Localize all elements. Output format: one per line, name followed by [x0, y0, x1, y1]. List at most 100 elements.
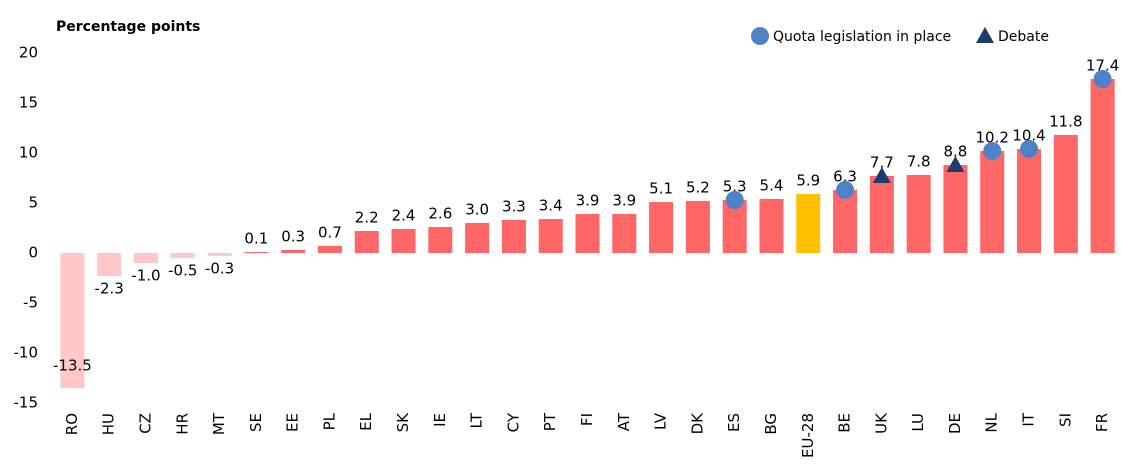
y-axis-title: Percentage points: [56, 19, 200, 35]
x-tick-label: SK: [394, 412, 412, 433]
y-tick-label: -15: [14, 394, 39, 412]
bar: [97, 253, 122, 276]
x-tick-label: PT: [541, 412, 559, 431]
data-label: -0.3: [205, 260, 234, 278]
x-tick-label: LU: [909, 413, 927, 432]
quota-marker: [725, 191, 744, 209]
bar: [391, 229, 416, 253]
y-tick-label: 15: [19, 94, 38, 112]
data-label: 2.6: [428, 205, 452, 223]
data-label: 3.4: [539, 197, 563, 215]
quota-marker: [1093, 70, 1112, 88]
bar: [244, 252, 269, 253]
bar: [354, 231, 379, 253]
bar: [575, 214, 600, 253]
data-label: 0.7: [318, 224, 342, 242]
data-label: 17.4: [1086, 57, 1119, 75]
legend-label: Debate: [998, 29, 1049, 45]
bar: [906, 175, 931, 253]
bar: [943, 165, 968, 253]
bar: [133, 253, 158, 263]
bar: [869, 176, 894, 253]
x-tick-label: NL: [983, 412, 1001, 432]
data-label: 5.9: [796, 172, 820, 190]
x-tick-label: BE: [836, 413, 854, 433]
x-tick-label: LT: [468, 412, 486, 428]
x-tick-label: PL: [320, 412, 338, 430]
bar: [465, 223, 490, 253]
data-label: 0.1: [244, 230, 268, 248]
bar: [833, 190, 858, 253]
data-label: -1.0: [131, 267, 160, 285]
y-tick-label: -10: [14, 344, 39, 362]
legend-label: Quota legislation in place: [773, 29, 951, 45]
data-label: 7.7: [870, 154, 894, 172]
quota-marker: [1020, 140, 1039, 158]
bar: [685, 201, 710, 253]
bar: [1053, 135, 1078, 253]
data-label: 3.9: [576, 192, 600, 210]
data-label: 5.2: [686, 179, 710, 197]
data-label: -13.5: [53, 357, 92, 375]
x-tick-label: EU-28: [799, 413, 817, 458]
x-tick-label: FR: [1093, 413, 1111, 432]
debate-marker: [946, 156, 965, 172]
x-tick-label: IT: [1020, 412, 1038, 426]
x-tick-label: RO: [63, 413, 81, 435]
x-tick-label: EL: [357, 412, 375, 430]
bar: [980, 151, 1005, 253]
bar: [317, 246, 342, 253]
x-tick-label: IE: [431, 413, 449, 427]
quota-marker: [836, 181, 855, 199]
data-label: 5.3: [723, 178, 747, 196]
x-tick-label: HU: [100, 413, 118, 435]
bar: [428, 227, 453, 253]
data-label: 10.2: [976, 129, 1009, 147]
x-tick-label: CY: [504, 412, 522, 432]
x-tick-label: UK: [872, 412, 890, 434]
bar: [207, 253, 232, 256]
y-tick-label: 0: [28, 244, 38, 262]
y-tick-label: 10: [19, 144, 38, 162]
bar: [170, 253, 195, 258]
legend-symbol: [751, 27, 769, 45]
x-tick-label: BG: [762, 413, 780, 435]
x-tick-label: FI: [578, 413, 596, 426]
quota-marker: [983, 142, 1002, 160]
data-label: 3.9: [612, 192, 636, 210]
data-label: 8.8: [944, 143, 968, 161]
x-tick-label: AT: [615, 412, 633, 431]
bar: [649, 202, 674, 253]
x-tick-label: MT: [210, 412, 228, 435]
bar: [1090, 79, 1115, 253]
bar: [612, 214, 637, 253]
data-label: 0.3: [281, 228, 305, 246]
data-label: 5.4: [760, 177, 784, 195]
x-tick-label: LV: [652, 412, 670, 430]
x-tick-label: EE: [284, 413, 302, 432]
x-tick-label: SE: [247, 413, 265, 432]
bar: [796, 194, 821, 253]
bar: [1017, 149, 1042, 253]
bar: [60, 253, 85, 388]
x-tick-label: ES: [725, 413, 743, 432]
data-label: 3.3: [502, 198, 526, 216]
data-label: 7.8: [907, 153, 931, 171]
x-tick-label: HR: [173, 413, 191, 435]
data-label: 3.0: [465, 201, 489, 219]
y-tick-label: 5: [28, 194, 38, 212]
legend-symbol: [976, 27, 994, 43]
data-label: 2.2: [355, 209, 379, 227]
bar: [501, 220, 526, 253]
y-tick-label: 20: [19, 44, 38, 62]
x-tick-label: DK: [688, 412, 706, 435]
debate-marker: [872, 167, 891, 183]
bar: [281, 250, 306, 253]
x-tick-label: DE: [946, 413, 964, 434]
data-label: 11.8: [1049, 113, 1082, 131]
data-label: -0.5: [168, 262, 197, 280]
y-tick-label: -5: [23, 294, 38, 312]
data-label: 10.4: [1012, 127, 1045, 145]
bar: [538, 219, 563, 253]
